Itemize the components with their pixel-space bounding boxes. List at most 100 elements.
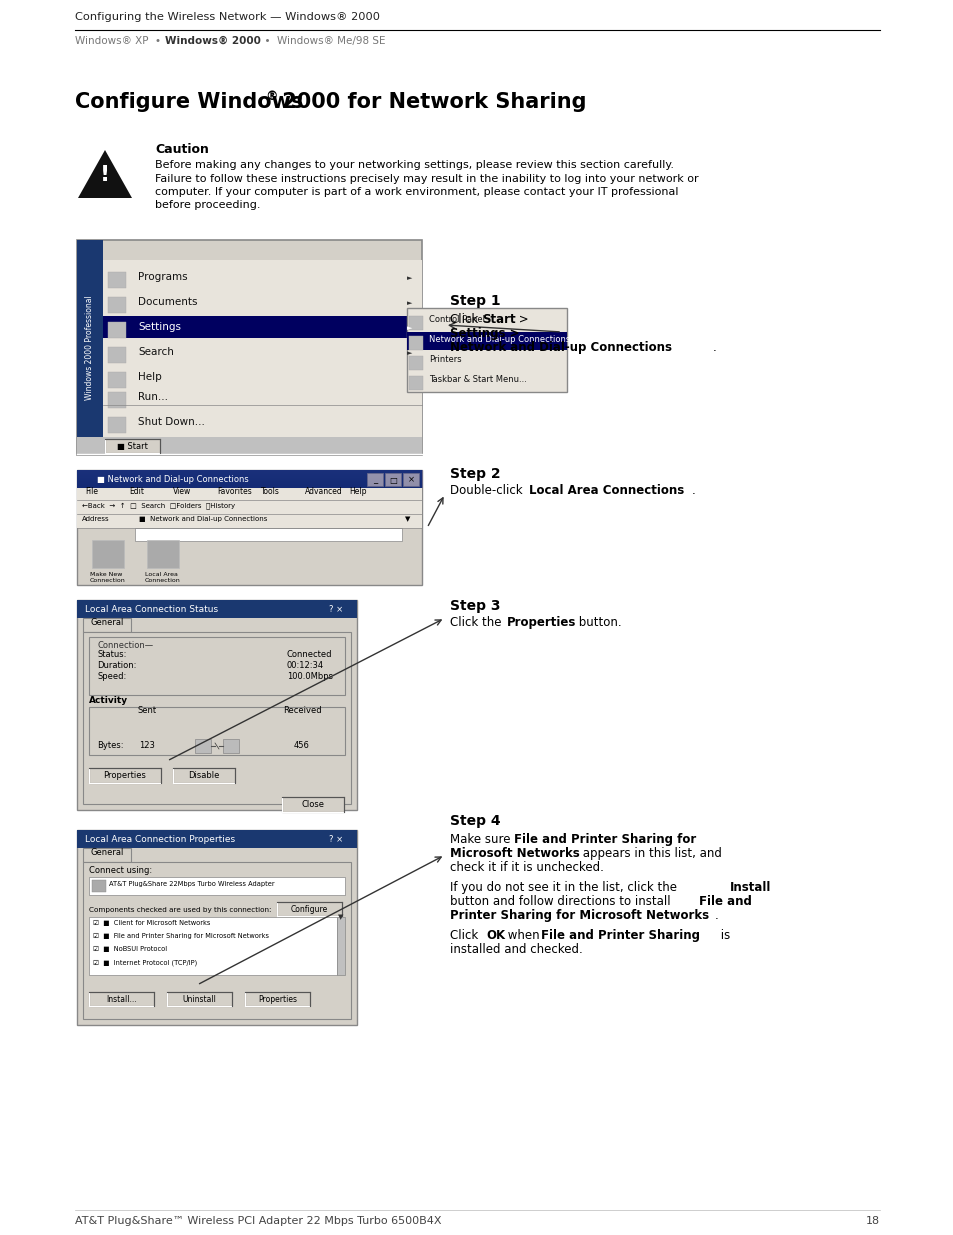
FancyBboxPatch shape xyxy=(276,902,341,916)
FancyBboxPatch shape xyxy=(108,296,126,312)
FancyBboxPatch shape xyxy=(89,877,345,895)
Text: Properties: Properties xyxy=(506,616,576,629)
FancyBboxPatch shape xyxy=(103,316,421,338)
Text: appears in this list, and: appears in this list, and xyxy=(578,847,721,860)
FancyBboxPatch shape xyxy=(147,540,179,568)
FancyBboxPatch shape xyxy=(108,322,126,338)
Text: Double-click: Double-click xyxy=(450,484,526,496)
FancyBboxPatch shape xyxy=(91,540,124,568)
Text: OK: OK xyxy=(485,929,504,942)
Text: ■  Network and Dial-up Connections: ■ Network and Dial-up Connections xyxy=(139,516,267,522)
Text: File and: File and xyxy=(699,895,751,908)
Text: Help: Help xyxy=(138,372,162,382)
FancyBboxPatch shape xyxy=(89,637,345,695)
Text: Install...: Install... xyxy=(106,994,136,1004)
Text: Configuring the Wireless Network — Windows® 2000: Configuring the Wireless Network — Windo… xyxy=(75,12,379,22)
Text: Connect using:: Connect using: xyxy=(89,866,152,876)
Text: General: General xyxy=(91,618,124,627)
FancyBboxPatch shape xyxy=(223,739,239,753)
FancyBboxPatch shape xyxy=(77,471,421,488)
Text: View: View xyxy=(172,487,191,496)
Text: ®: ® xyxy=(265,90,277,103)
Text: >: > xyxy=(515,312,528,326)
FancyBboxPatch shape xyxy=(407,332,566,350)
Text: Step 1: Step 1 xyxy=(450,294,500,308)
Text: Step 2: Step 2 xyxy=(450,467,500,480)
Text: button.: button. xyxy=(575,616,621,629)
Text: Favorites: Favorites xyxy=(216,487,252,496)
FancyBboxPatch shape xyxy=(83,848,131,862)
FancyBboxPatch shape xyxy=(77,488,421,500)
Text: ☑  ■  Internet Protocol (TCP/IP): ☑ ■ Internet Protocol (TCP/IP) xyxy=(92,960,197,966)
FancyBboxPatch shape xyxy=(108,372,126,388)
Text: .: . xyxy=(712,341,716,354)
FancyBboxPatch shape xyxy=(89,918,336,974)
FancyBboxPatch shape xyxy=(385,473,400,487)
FancyBboxPatch shape xyxy=(409,356,422,370)
Text: Properties: Properties xyxy=(257,994,296,1004)
FancyBboxPatch shape xyxy=(89,706,345,755)
FancyBboxPatch shape xyxy=(89,768,161,783)
Text: ×: × xyxy=(407,475,414,484)
FancyBboxPatch shape xyxy=(172,768,234,783)
Text: .: . xyxy=(691,484,695,496)
Text: Taskbar & Start Menu...: Taskbar & Start Menu... xyxy=(429,375,526,384)
Text: Step 4: Step 4 xyxy=(450,814,500,827)
FancyBboxPatch shape xyxy=(108,272,126,288)
Text: ? ×: ? × xyxy=(329,605,343,615)
Text: 18: 18 xyxy=(865,1216,879,1226)
Text: Caution: Caution xyxy=(154,143,209,156)
Text: ☑  ■  NoBSUI Protocol: ☑ ■ NoBSUI Protocol xyxy=(92,946,167,952)
Text: Network and Dial-up Connections: Network and Dial-up Connections xyxy=(450,341,671,354)
Text: Shut Down...: Shut Down... xyxy=(138,417,205,427)
Text: .: . xyxy=(714,909,718,923)
Text: Speed:: Speed: xyxy=(97,672,126,680)
Text: File and Printer Sharing: File and Printer Sharing xyxy=(540,929,700,942)
FancyBboxPatch shape xyxy=(336,918,345,974)
Text: Close: Close xyxy=(301,800,324,809)
Text: Click: Click xyxy=(450,312,481,326)
Text: Local Area Connection Properties: Local Area Connection Properties xyxy=(85,836,234,845)
FancyBboxPatch shape xyxy=(402,473,418,487)
FancyBboxPatch shape xyxy=(77,437,421,454)
FancyBboxPatch shape xyxy=(409,375,422,390)
FancyBboxPatch shape xyxy=(135,529,401,541)
Text: is: is xyxy=(717,929,729,942)
Polygon shape xyxy=(78,149,132,198)
Text: Documents: Documents xyxy=(138,296,197,308)
Text: Step 3: Step 3 xyxy=(450,599,500,613)
FancyBboxPatch shape xyxy=(407,308,566,391)
Text: button and follow directions to install: button and follow directions to install xyxy=(450,895,674,908)
Text: Local Area Connections: Local Area Connections xyxy=(529,484,683,496)
Text: Advanced: Advanced xyxy=(305,487,342,496)
Text: Click: Click xyxy=(450,929,481,942)
Text: !: ! xyxy=(100,165,110,185)
Text: Bytes:: Bytes: xyxy=(97,741,123,750)
Text: Uninstall: Uninstall xyxy=(182,994,216,1004)
FancyBboxPatch shape xyxy=(83,618,131,632)
Text: Make sure: Make sure xyxy=(450,832,514,846)
Text: Search: Search xyxy=(138,347,173,357)
FancyBboxPatch shape xyxy=(108,347,126,363)
Text: Network and Dial-up Connections: Network and Dial-up Connections xyxy=(429,335,570,345)
Text: Connection: Connection xyxy=(145,578,180,583)
FancyBboxPatch shape xyxy=(77,830,356,1025)
Text: Local Area Connection Status: Local Area Connection Status xyxy=(85,605,218,615)
FancyBboxPatch shape xyxy=(83,632,351,804)
Text: when: when xyxy=(503,929,543,942)
Text: 123: 123 xyxy=(139,741,154,750)
Text: AT&T Plug&Share 22Mbps Turbo Wireless Adapter: AT&T Plug&Share 22Mbps Turbo Wireless Ad… xyxy=(109,881,274,887)
Text: Connection: Connection xyxy=(90,578,126,583)
Text: ■ Start: ■ Start xyxy=(117,441,148,451)
Text: File: File xyxy=(85,487,98,496)
Text: If you do not see it in the list, click the: If you do not see it in the list, click … xyxy=(450,881,680,894)
Text: Sent: Sent xyxy=(137,706,156,715)
Text: Configure Windows: Configure Windows xyxy=(75,91,303,112)
Text: computer. If your computer is part of a work environment, please contact your IT: computer. If your computer is part of a … xyxy=(154,186,678,198)
Text: Connection—: Connection— xyxy=(97,641,153,650)
Text: File and Printer Sharing for: File and Printer Sharing for xyxy=(514,832,696,846)
Text: Received: Received xyxy=(282,706,321,715)
Text: General: General xyxy=(91,848,124,857)
Text: •  Windows® Me/98 SE: • Windows® Me/98 SE xyxy=(257,36,385,46)
FancyBboxPatch shape xyxy=(77,830,356,848)
